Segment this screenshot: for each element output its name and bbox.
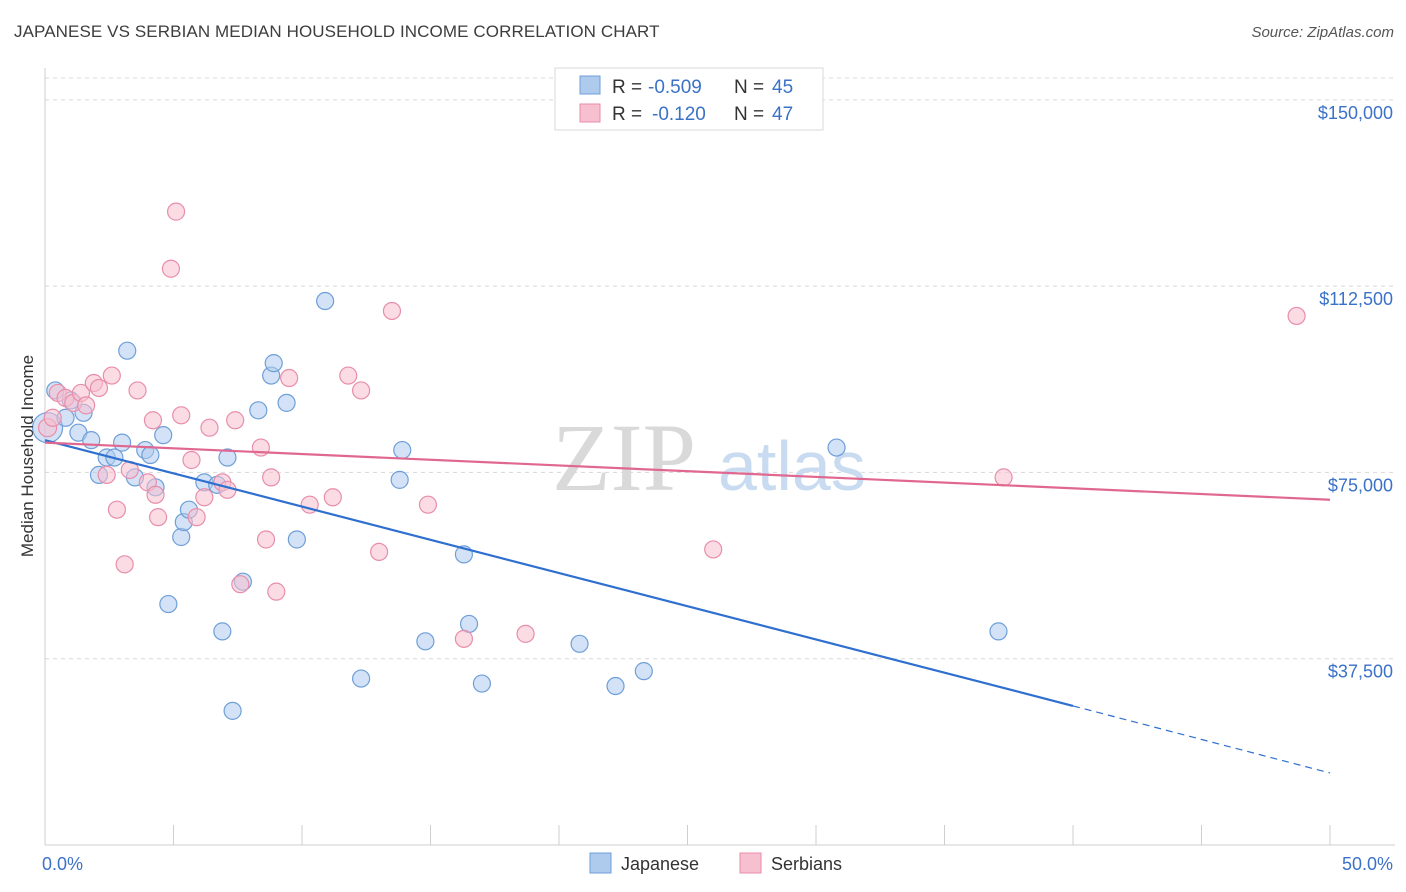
serbian-point [323, 488, 342, 507]
serbian-point [280, 368, 299, 388]
japanese-point [264, 354, 283, 373]
japanese-point [606, 676, 625, 696]
serbian-point [128, 381, 147, 400]
bottom-legend-japanese-label: Japanese [621, 854, 699, 874]
japanese-point [172, 527, 191, 547]
legend-serbian-r-label: R = [612, 104, 642, 125]
chart-title: JAPANESE VS SERBIAN MEDIAN HOUSEHOLD INC… [14, 22, 660, 41]
japanese-trend-extension [1072, 705, 1331, 774]
legend-japanese-swatch [579, 75, 601, 95]
legend-japanese-n-label: N = [734, 77, 764, 98]
legend-serbian-r-value: -0.120 [652, 104, 706, 125]
japanese-point [213, 622, 232, 641]
watermark-atlas: atlas [718, 427, 866, 505]
serbian-point [161, 259, 181, 278]
japanese-point [352, 669, 371, 688]
japanese-point [141, 445, 160, 465]
japanese-point [249, 401, 268, 420]
japanese-point [287, 530, 306, 549]
japanese-point [277, 393, 296, 412]
serbian-point [148, 508, 168, 527]
legend-japanese-n-value: 45 [772, 77, 793, 98]
serbian-point [187, 508, 206, 527]
grid-lines [45, 77, 1395, 660]
serbian-point [43, 408, 62, 427]
japanese-point [218, 448, 237, 467]
y-tick-label: $37,500 [1328, 662, 1393, 682]
japanese-point [112, 433, 132, 452]
serbian-point [704, 540, 723, 559]
serbian-point [89, 378, 109, 398]
legend-serbian-n-value: 47 [772, 104, 793, 125]
y-tick-label: $75,000 [1328, 475, 1393, 495]
serbian-point [107, 500, 127, 519]
serbian-point [262, 468, 281, 487]
bottom-legend-japanese-swatch [589, 852, 612, 874]
serbian-point [166, 202, 186, 221]
y-tick-labels: $37,500 $75,000 $112,500 $150,000 [1318, 103, 1393, 682]
x-tick-labels: 0.0% 50.0% [42, 854, 1393, 874]
serbian-point [146, 485, 165, 504]
japanese-point [82, 431, 101, 450]
x-tick-label: 0.0% [42, 854, 83, 874]
serbian-point [256, 530, 276, 549]
japanese-point [154, 426, 173, 445]
japanese-point [393, 440, 412, 460]
serbian-trend-line [44, 441, 1331, 501]
legend-serbian-swatch [579, 103, 601, 123]
japanese-point [634, 662, 653, 681]
serbian-point [352, 381, 371, 400]
japanese-point [390, 470, 409, 489]
japanese-point [223, 701, 242, 720]
japanese-point [570, 634, 589, 653]
serbian-point [97, 465, 116, 485]
japanese-point [118, 341, 137, 360]
japanese-point [159, 594, 178, 614]
bottom-legend-serbian-label: Serbians [771, 854, 842, 874]
y-tick-label: $150,000 [1318, 103, 1393, 123]
legend-japanese-r-label: R = [612, 77, 642, 98]
watermark-zip: ZIP [552, 404, 696, 511]
chart-source: Source: ZipAtlas.com [1251, 24, 1394, 41]
serbian-point [418, 495, 438, 514]
serbian-point [226, 411, 245, 430]
serbian-point [77, 396, 96, 415]
japanese-point [472, 674, 491, 693]
bottom-legend-serbian-swatch [739, 852, 762, 874]
x-tick-label: 50.0% [1342, 854, 1393, 874]
serbian-point [102, 366, 121, 385]
serbian-point [172, 406, 191, 425]
serbian-point [267, 582, 286, 601]
serbian-point [994, 468, 1013, 487]
watermark: ZIP atlas [552, 404, 866, 511]
serbian-point [200, 418, 219, 437]
legend-serbian-n-label: N = [734, 104, 764, 125]
serbian-point [195, 488, 214, 507]
serbian-point [454, 629, 474, 648]
data-points [31, 202, 1306, 720]
serbian-point [339, 366, 358, 385]
serbian-point [382, 301, 402, 321]
serbian-point [115, 555, 134, 574]
serbian-point [516, 624, 535, 643]
japanese-point [316, 291, 335, 311]
trend-lines [44, 439, 1331, 774]
legend-japanese-r-value: -0.509 [648, 77, 702, 98]
japanese-point [827, 438, 846, 457]
y-axis-title: Median Household Income [18, 355, 37, 557]
serbian-point [1287, 306, 1306, 326]
axes [44, 68, 1395, 846]
japanese-point [416, 632, 435, 651]
serbian-point [143, 411, 163, 430]
japanese-trend-line [44, 439, 1074, 707]
serbian-point [370, 542, 389, 562]
bottom-legend: Japanese Serbians [589, 852, 842, 874]
serbian-point [231, 575, 250, 594]
y-tick-label: $112,500 [1319, 289, 1393, 309]
japanese-point [989, 622, 1008, 641]
serbian-point [182, 450, 201, 470]
legend-box: R = -0.509 N = 45 R = -0.120 N = 47 [554, 67, 824, 131]
